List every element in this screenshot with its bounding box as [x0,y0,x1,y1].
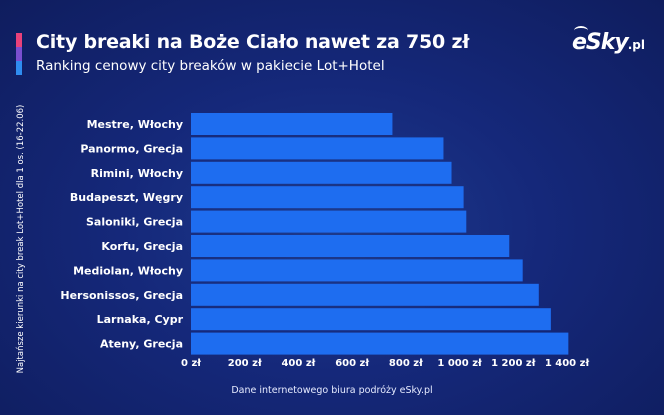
x-tick-label: 400 zł [281,358,315,369]
category-label: Mestre, Włochy [87,118,183,131]
logo-swoosh-icon [574,26,588,35]
bar [191,186,464,209]
bar [191,137,444,160]
category-label: Rimini, Włochy [91,167,183,180]
esky-logo: eSky.pl [572,26,650,64]
bar [191,283,539,306]
category-label: Panormo, Grecja [80,142,183,155]
bar [191,210,467,233]
category-label: Hersonissos, Grecja [60,289,183,302]
logo-suffix-text: .pl [627,38,646,52]
x-tick-label: 200 zł [228,358,262,369]
x-tick-label: 1 400 zł [545,358,590,369]
chart-title: City breaki na Boże Ciało nawet za 750 z… [36,31,470,53]
x-tick-label: 0 zł [181,358,201,369]
category-label: Saloniki, Grecja [86,216,183,229]
x-tick-label: 800 zł [389,358,423,369]
source-note: Dane internetowego biura podróży eSky.pl [231,385,433,396]
category-label: Ateny, Grecja [100,338,183,351]
bar [191,259,523,282]
category-label: Korfu, Grecja [101,240,183,253]
bar [191,113,393,135]
x-tick-label: 1 200 zł [491,358,536,369]
category-label: Mediolan, Włochy [73,264,183,277]
chart-subtitle: Ranking cenowy city breaków w pakiecie L… [36,58,385,74]
x-tick-label: 600 zł [335,358,369,369]
bar [191,308,551,331]
category-label: Budapeszt, Węgry [70,191,183,204]
bar [191,332,569,355]
bar [191,235,510,257]
title-accent-bar [16,33,22,75]
x-tick-label: 1 000 zł [437,358,482,369]
bar [191,161,452,184]
category-label: Larnaka, Cypr [97,313,184,326]
